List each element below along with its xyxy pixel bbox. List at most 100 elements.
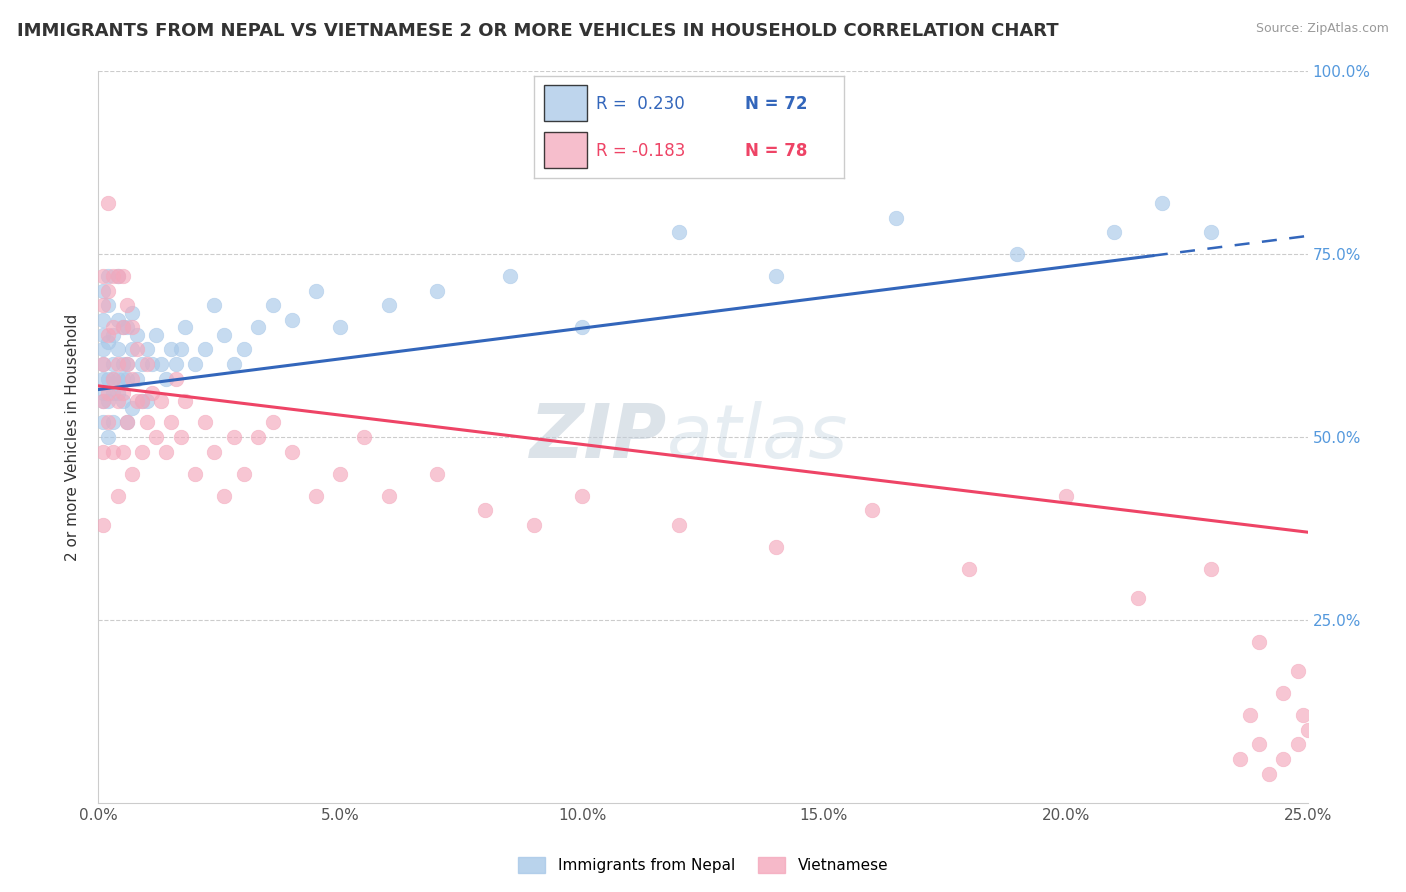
Point: [765, 269, 787, 284]
Point: [127, 371, 149, 385]
Point: [91, 357, 114, 371]
Point: [155, 371, 177, 385]
Point: [1286, 737, 1309, 751]
Point: [247, 320, 270, 334]
Point: [222, 357, 245, 371]
Point: [165, 371, 187, 385]
Point: [91, 393, 114, 408]
Point: [111, 269, 134, 284]
Point: [1239, 708, 1261, 723]
Point: [91, 444, 114, 458]
Point: [377, 489, 399, 503]
Point: [426, 284, 449, 298]
Point: [145, 430, 167, 444]
Point: [111, 320, 134, 334]
Point: [135, 393, 157, 408]
Point: [194, 343, 217, 357]
Point: [91, 327, 114, 342]
Point: [165, 357, 187, 371]
Point: [101, 371, 124, 385]
Point: [97, 284, 120, 298]
Text: Source: ZipAtlas.com: Source: ZipAtlas.com: [1256, 22, 1389, 36]
Point: [262, 416, 284, 430]
Point: [145, 327, 167, 342]
Point: [91, 416, 114, 430]
Point: [97, 430, 120, 444]
Point: [1128, 591, 1150, 605]
Point: [121, 467, 143, 481]
Point: [860, 503, 883, 517]
Point: [426, 467, 449, 481]
Point: [1199, 225, 1222, 239]
Point: [121, 401, 143, 415]
Point: [101, 327, 124, 342]
Point: [97, 386, 120, 401]
Point: [247, 430, 270, 444]
Point: [117, 416, 139, 430]
Point: [107, 343, 129, 357]
Point: [91, 393, 114, 408]
Point: [101, 416, 124, 430]
Point: [305, 489, 328, 503]
Point: [111, 393, 134, 408]
Text: N = 78: N = 78: [745, 142, 807, 160]
Point: [184, 357, 207, 371]
Point: [1272, 686, 1295, 700]
Point: [107, 393, 129, 408]
Point: [107, 489, 129, 503]
Point: [204, 298, 226, 312]
Point: [107, 386, 129, 401]
Point: [1292, 708, 1315, 723]
Point: [91, 357, 114, 371]
Point: [329, 320, 352, 334]
Point: [97, 334, 120, 349]
Point: [1102, 225, 1125, 239]
Point: [131, 444, 153, 458]
Point: [127, 343, 149, 357]
Text: R = -0.183: R = -0.183: [596, 142, 686, 160]
Point: [174, 320, 197, 334]
Text: IMMIGRANTS FROM NEPAL VS VIETNAMESE 2 OR MORE VEHICLES IN HOUSEHOLD CORRELATION : IMMIGRANTS FROM NEPAL VS VIETNAMESE 2 OR…: [17, 22, 1059, 40]
Point: [127, 393, 149, 408]
Point: [957, 562, 980, 576]
Point: [212, 327, 235, 342]
Point: [571, 320, 593, 334]
Point: [101, 386, 124, 401]
Point: [174, 393, 197, 408]
Y-axis label: 2 or more Vehicles in Household: 2 or more Vehicles in Household: [65, 313, 80, 561]
Point: [97, 416, 120, 430]
Point: [101, 444, 124, 458]
Point: [1229, 752, 1251, 766]
Point: [117, 298, 139, 312]
Point: [281, 444, 304, 458]
Point: [91, 343, 114, 357]
Point: [121, 343, 143, 357]
Point: [135, 416, 157, 430]
Point: [111, 357, 134, 371]
Point: [1286, 664, 1309, 678]
Point: [107, 269, 129, 284]
Point: [212, 489, 235, 503]
Point: [262, 298, 284, 312]
Point: [668, 225, 690, 239]
Point: [886, 211, 908, 225]
Point: [97, 327, 120, 342]
Point: [169, 430, 191, 444]
Point: [91, 371, 114, 385]
Point: [117, 320, 139, 334]
Point: [131, 357, 153, 371]
Point: [97, 269, 120, 284]
Point: [232, 467, 254, 481]
Point: [91, 269, 114, 284]
Point: [117, 371, 139, 385]
Point: [184, 467, 207, 481]
Point: [107, 357, 129, 371]
Point: [91, 313, 114, 327]
Point: [1152, 196, 1174, 211]
Point: [377, 298, 399, 312]
Point: [131, 393, 153, 408]
Point: [111, 444, 134, 458]
Point: [91, 298, 114, 312]
Point: [150, 393, 173, 408]
Point: [1249, 737, 1271, 751]
